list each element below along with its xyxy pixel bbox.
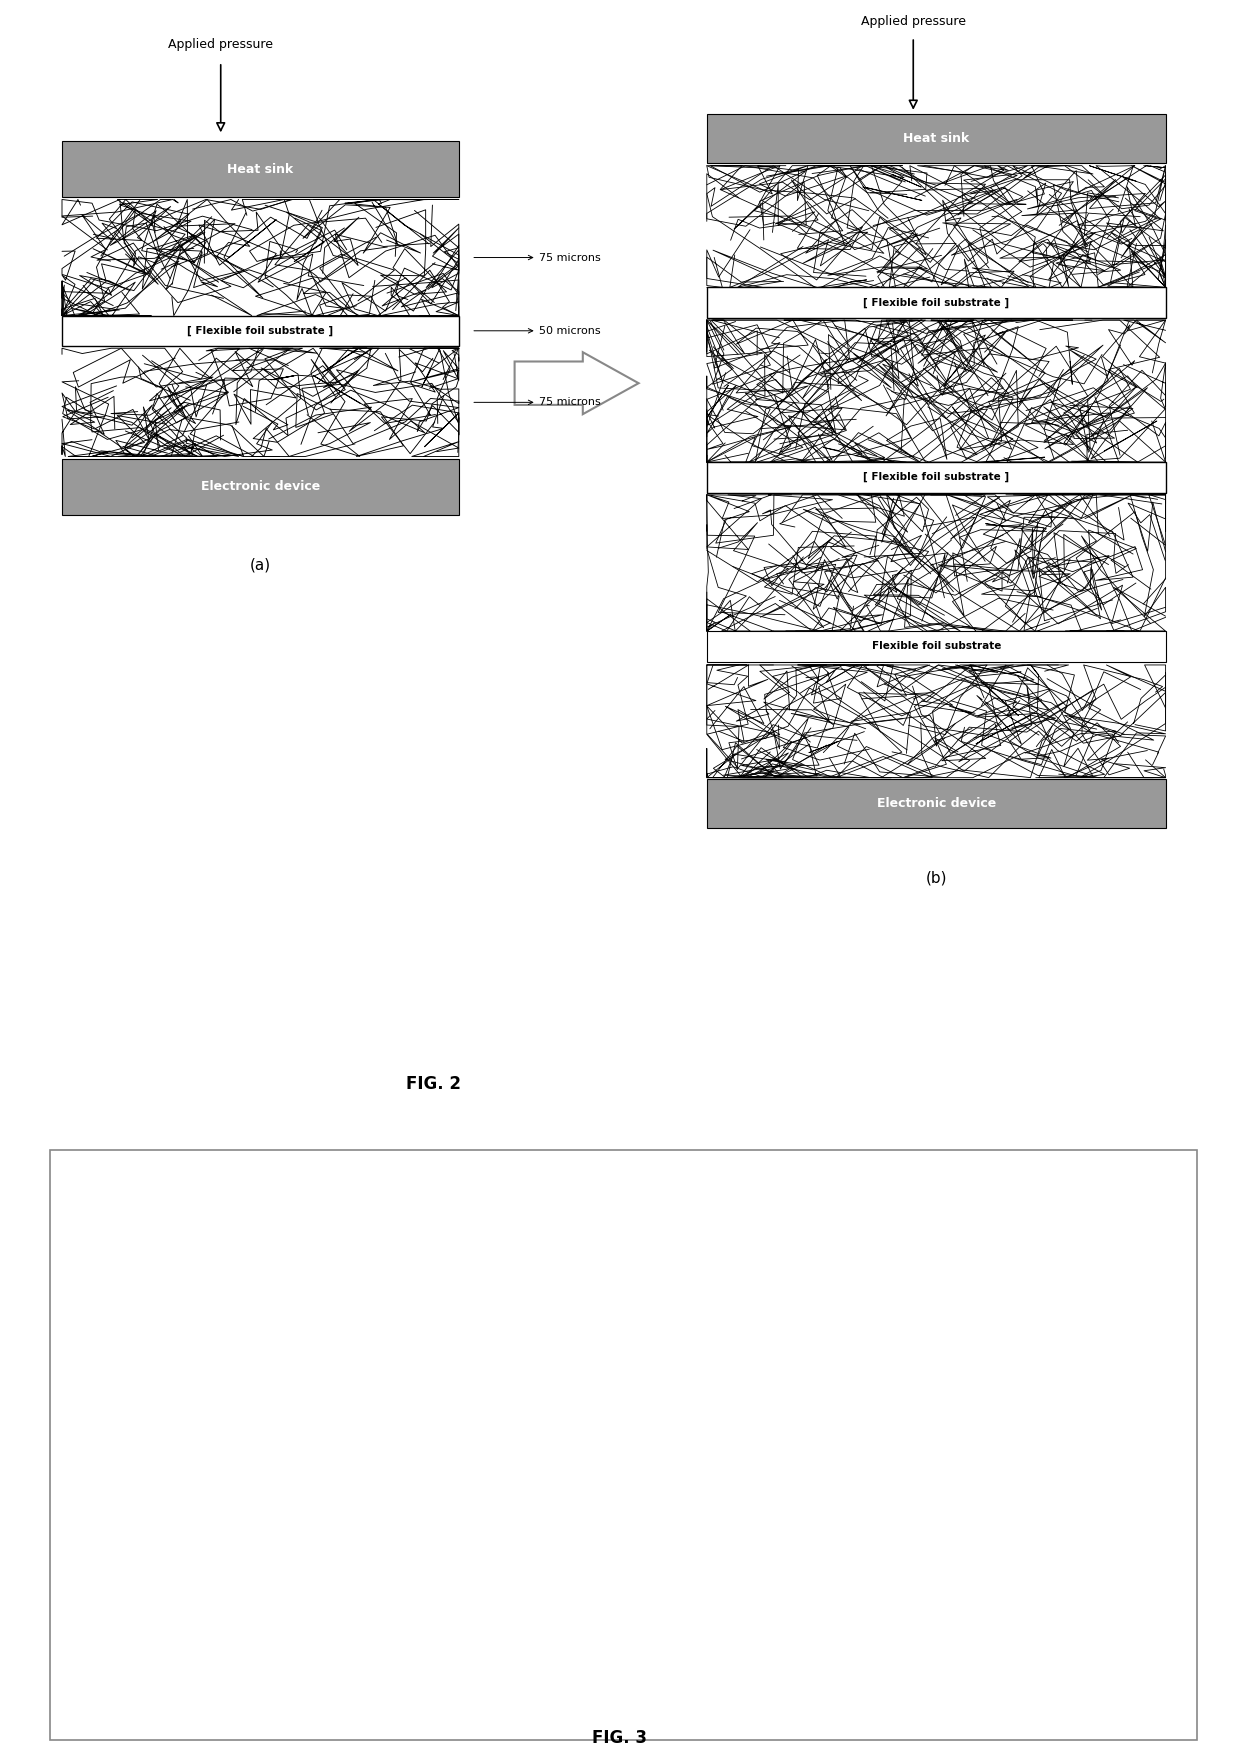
- Line: A1 Test 2: A1 Test 2: [262, 1301, 928, 1396]
- Bar: [62, 458, 459, 514]
- Text: 50 microns: 50 microns: [474, 326, 601, 336]
- Text: Electronic device: Electronic device: [877, 798, 996, 810]
- A4 Test 1: [528, 1497, 543, 1518]
- A1 Test 2: [916, 1294, 931, 1315]
- Text: Flexible foil substrate: Flexible foil substrate: [872, 641, 1001, 652]
- Text: Applied pressure: Applied pressure: [861, 16, 966, 28]
- Text: [ Flexible foil substrate ]: [ Flexible foil substrate ]: [863, 298, 1009, 308]
- Text: 75 microns: 75 microns: [474, 398, 601, 407]
- A1 Test 1: [916, 1328, 931, 1349]
- Title: Dry - Test 1 & 2 Comparison: Dry - Test 1 & 2 Comparison: [417, 1159, 811, 1183]
- Legend: A1 Test 1, A4 Test 1, A1 Test 2, A4 Test 2: A1 Test 1, A4 Test 1, A1 Test 2, A4 Test…: [955, 1375, 1073, 1477]
- Y-axis label: Heat Transfer Coefficient (W/m²K): Heat Transfer Coefficient (W/m²K): [92, 1307, 104, 1546]
- Line: A4 Test 1: A4 Test 1: [262, 1448, 928, 1532]
- Bar: [707, 778, 1166, 828]
- A1 Test 2: [373, 1363, 388, 1384]
- A4 Test 1: [258, 1518, 273, 1539]
- Text: 75 microns: 75 microns: [474, 252, 601, 262]
- X-axis label: Pressure (psi): Pressure (psi): [559, 1692, 668, 1706]
- A1 Test 2: [258, 1382, 273, 1404]
- Polygon shape: [515, 352, 639, 414]
- Text: Electronic device: Electronic device: [201, 481, 320, 493]
- A4 Test 1: [373, 1513, 388, 1534]
- Bar: [707, 461, 1166, 493]
- Text: Applied pressure: Applied pressure: [169, 37, 273, 51]
- A1 Test 2: [528, 1328, 543, 1349]
- A4 Test 2: [916, 1247, 931, 1268]
- Text: Heat sink: Heat sink: [227, 162, 294, 176]
- A4 Test 2: [528, 1335, 543, 1356]
- Bar: [62, 141, 459, 197]
- Text: FIG. 3: FIG. 3: [593, 1729, 647, 1747]
- Bar: [707, 287, 1166, 317]
- Text: (b): (b): [925, 870, 947, 886]
- Line: A1 Test 1: A1 Test 1: [262, 1335, 928, 1467]
- Text: (a): (a): [249, 558, 272, 572]
- Bar: [62, 315, 459, 345]
- A4 Test 1: [916, 1440, 931, 1462]
- Bar: [707, 630, 1166, 662]
- Line: A4 Test 2: A4 Test 2: [262, 1254, 928, 1400]
- A1 Test 1: [258, 1449, 273, 1470]
- Text: FIG. 2: FIG. 2: [407, 1076, 461, 1094]
- A1 Test 1: [528, 1428, 543, 1449]
- Bar: [707, 114, 1166, 164]
- Text: [ Flexible foil substrate ]: [ Flexible foil substrate ]: [187, 326, 334, 336]
- A1 Test 1: [373, 1453, 388, 1474]
- Text: Heat sink: Heat sink: [903, 132, 970, 144]
- Text: [ Flexible foil substrate ]: [ Flexible foil substrate ]: [863, 472, 1009, 483]
- A4 Test 2: [373, 1375, 388, 1396]
- A4 Test 2: [258, 1386, 273, 1407]
